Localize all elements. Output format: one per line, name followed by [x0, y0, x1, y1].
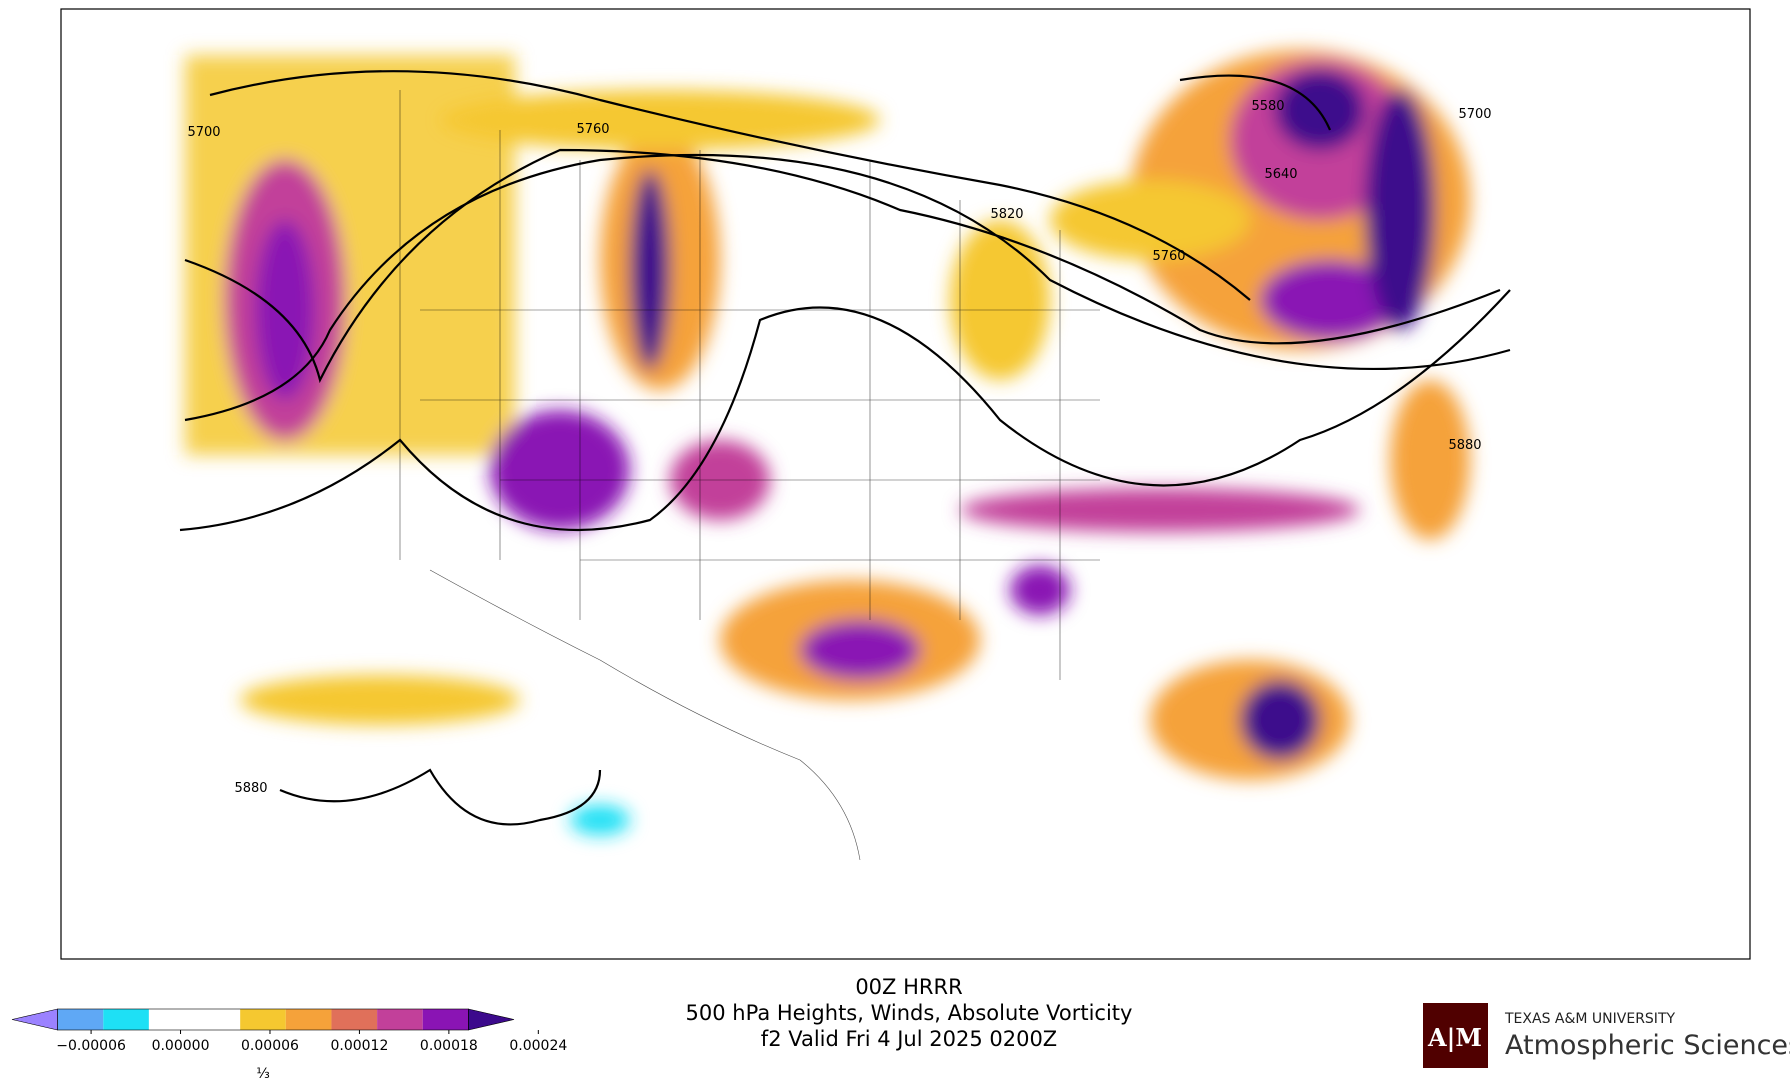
colorbar-segment — [194, 1009, 241, 1030]
colorbar-tick-label: 0.00006 — [241, 1038, 299, 1054]
colorbar-segment — [148, 1009, 195, 1030]
title-line: f2 Valid Fri 4 Jul 2025 0200Z — [761, 1027, 1057, 1051]
contour-label: 5700 — [1458, 107, 1491, 122]
contour-label: 5760 — [1152, 249, 1185, 264]
colorbar-segment — [240, 1009, 286, 1030]
colorbar-tick-label: −0.00006 — [56, 1038, 126, 1054]
contour-label: 5760 — [576, 122, 609, 137]
colorbar-segment — [377, 1009, 423, 1030]
height-contours — [179, 70, 1511, 826]
colorbar-tick-label: 0.00000 — [152, 1038, 210, 1054]
colorbar-extend — [468, 1008, 515, 1031]
contour-label: 5580 — [1251, 99, 1284, 114]
logo-box — [1423, 1003, 1488, 1068]
colorbar-extend — [11, 1008, 58, 1031]
colorbar-tick-label: 0.00018 — [420, 1038, 478, 1054]
title-line: 00Z HRRR — [855, 975, 962, 999]
contour-label: 5880 — [1448, 438, 1481, 453]
colorbar-segment — [285, 1009, 332, 1030]
contour-label: 5700 — [187, 125, 220, 140]
colorbar-segment — [422, 1009, 469, 1030]
title-line: 500 hPa Heights, Winds, Absolute Vortici… — [686, 1001, 1133, 1025]
colorbar-segment — [57, 1009, 104, 1030]
colorbar-segment — [103, 1009, 149, 1030]
vorticity-field — [185, 50, 1470, 835]
contour-label: 5640 — [1264, 167, 1297, 182]
contour-label: 5880 — [234, 781, 267, 796]
colorbar-segment — [331, 1009, 378, 1030]
colorbar-tick-label: 0.00012 — [330, 1038, 388, 1054]
state-borders — [399, 90, 1100, 861]
logo-mark: A|M — [1427, 1023, 1482, 1052]
contour-label: 5820 — [990, 207, 1023, 222]
colorbar-outline — [57, 1008, 469, 1031]
colorbar-tick-label: 0.00024 — [509, 1038, 567, 1054]
colorbar-offset: ⅓ — [256, 1066, 270, 1082]
logo-university: TEXAS A&M UNIVERSITY — [1504, 1011, 1675, 1027]
logo-department: Atmospheric Sciences — [1505, 1030, 1790, 1061]
